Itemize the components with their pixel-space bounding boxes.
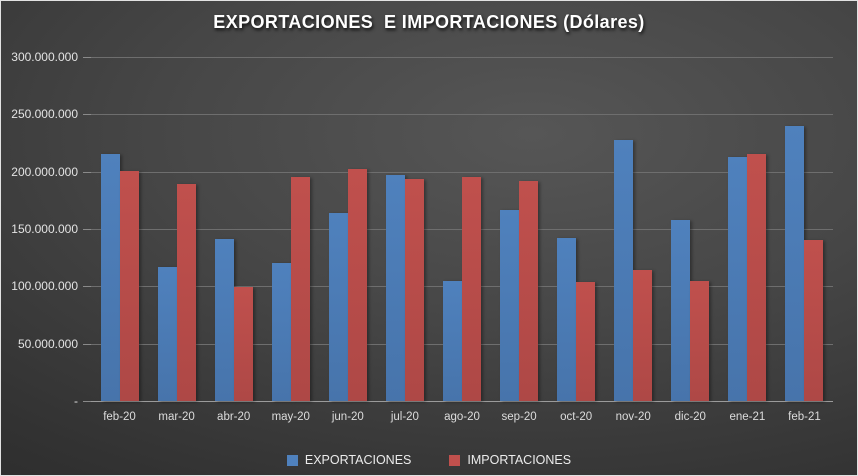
bar-group-ene-21 [719,57,776,401]
bar-group-oct-20 [548,57,605,401]
bar-exportaciones-mar-20 [157,266,177,401]
y-axis-tick-mark [83,114,91,116]
gridline [91,171,833,173]
x-axis-label-feb-21: feb-21 [788,411,821,423]
bar-exportaciones-ago-20 [442,280,462,401]
bar-group-mar-20 [148,57,205,401]
bar-importaciones-ene-21 [747,154,767,401]
bar-group-sep-20 [491,57,548,401]
bar-group-may-20 [262,57,319,401]
x-axis-label-jun-20: jun-20 [331,411,364,423]
bar-group-feb-21 [776,57,833,401]
y-axis-tick-mark [83,229,91,230]
x-axis-label-mar-20: mar-20 [158,411,195,423]
gridline [91,114,833,116]
chart-title: EXPORTACIONES E IMPORTACIONES (Dólares) [213,12,645,32]
y-axis-tick-label: - [74,394,78,408]
bar-exportaciones-oct-20 [557,238,577,401]
x-axis-label-feb-20: feb-20 [103,411,136,423]
legend-item-exportaciones: EXPORTACIONES [286,453,412,467]
bar-exportaciones-sep-20 [500,209,520,401]
bar-importaciones-jul-20 [404,178,424,401]
x-axis-label-sep-20: sep-20 [501,411,537,423]
bar-importaciones-abr-20 [233,287,253,401]
y-axis-tick-mark [83,171,91,173]
bar-exportaciones-jul-20 [385,175,405,401]
bar-importaciones-ago-20 [461,177,481,401]
bar-importaciones-jun-20 [347,169,367,401]
bar-group-abr-20 [205,57,262,401]
bar-group-ago-20 [433,57,490,401]
y-axis-tick-mark [83,286,91,288]
bar-importaciones-oct-20 [576,281,596,401]
y-axis-tick-mark [83,401,91,402]
x-axis-label-may-20: may-20 [271,411,310,423]
legend-label: IMPORTACIONES [467,453,572,467]
bar-exportaciones-ene-21 [728,156,748,401]
x-axis-label-oct-20: oct-20 [560,411,593,423]
bar-importaciones-nov-20 [633,270,653,401]
bar-exportaciones-feb-21 [785,125,805,401]
y-axis-tick-mark [83,343,91,345]
legend: EXPORTACIONES IMPORTACIONES [1,453,857,467]
importaciones-swatch-icon [449,454,461,466]
bar-group-jul-20 [376,57,433,401]
bar-importaciones-feb-21 [804,240,824,401]
x-axis-label-nov-20: nov-20 [615,411,651,423]
exportaciones-swatch-icon [286,454,298,466]
y-axis-tick-label: 300.000.000 [11,50,78,64]
legend-label: EXPORTACIONES [304,453,412,467]
y-axis-tick-label: 50.000.000 [17,336,78,351]
bar-importaciones-sep-20 [519,180,539,401]
bar-importaciones-dic-20 [690,280,710,401]
y-axis-tick-label: 200.000.000 [11,164,78,179]
x-axis-label-dic-20: dic-20 [674,411,706,423]
x-axis-label-jul-20: jul-20 [390,411,419,423]
x-axis-line [91,401,833,402]
bar-group-dic-20 [662,57,719,401]
y-axis-tick-label: 150.000.000 [11,222,78,236]
bar-importaciones-feb-20 [119,170,139,401]
bar-group-feb-20 [91,57,148,401]
bar-exportaciones-jun-20 [328,212,348,401]
bar-exportaciones-may-20 [271,263,291,401]
x-axis-label-abr-20: abr-20 [217,411,251,423]
bar-exportaciones-abr-20 [214,239,234,401]
x-axis-label-ene-21: ene-21 [729,411,766,423]
gridline [91,57,833,58]
legend-item-importaciones: IMPORTACIONES [449,453,571,467]
bar-importaciones-mar-20 [176,184,196,401]
bar-exportaciones-nov-20 [614,139,634,401]
bar-exportaciones-dic-20 [671,219,691,401]
y-axis-tick-label: 100.000.000 [11,279,78,294]
bar-group-nov-20 [605,57,662,401]
bar-importaciones-may-20 [290,177,310,401]
y-axis-tick-mark [83,57,91,58]
bar-group-jun-20 [319,57,376,401]
plot-area: 300.000.000 250.000.000 200.000.000 150.000… [11,50,833,423]
x-axis-label-ago-20: ago-20 [444,411,480,423]
y-axis-tick-label: 250.000.000 [11,107,78,122]
bar-exportaciones-feb-20 [100,154,120,401]
